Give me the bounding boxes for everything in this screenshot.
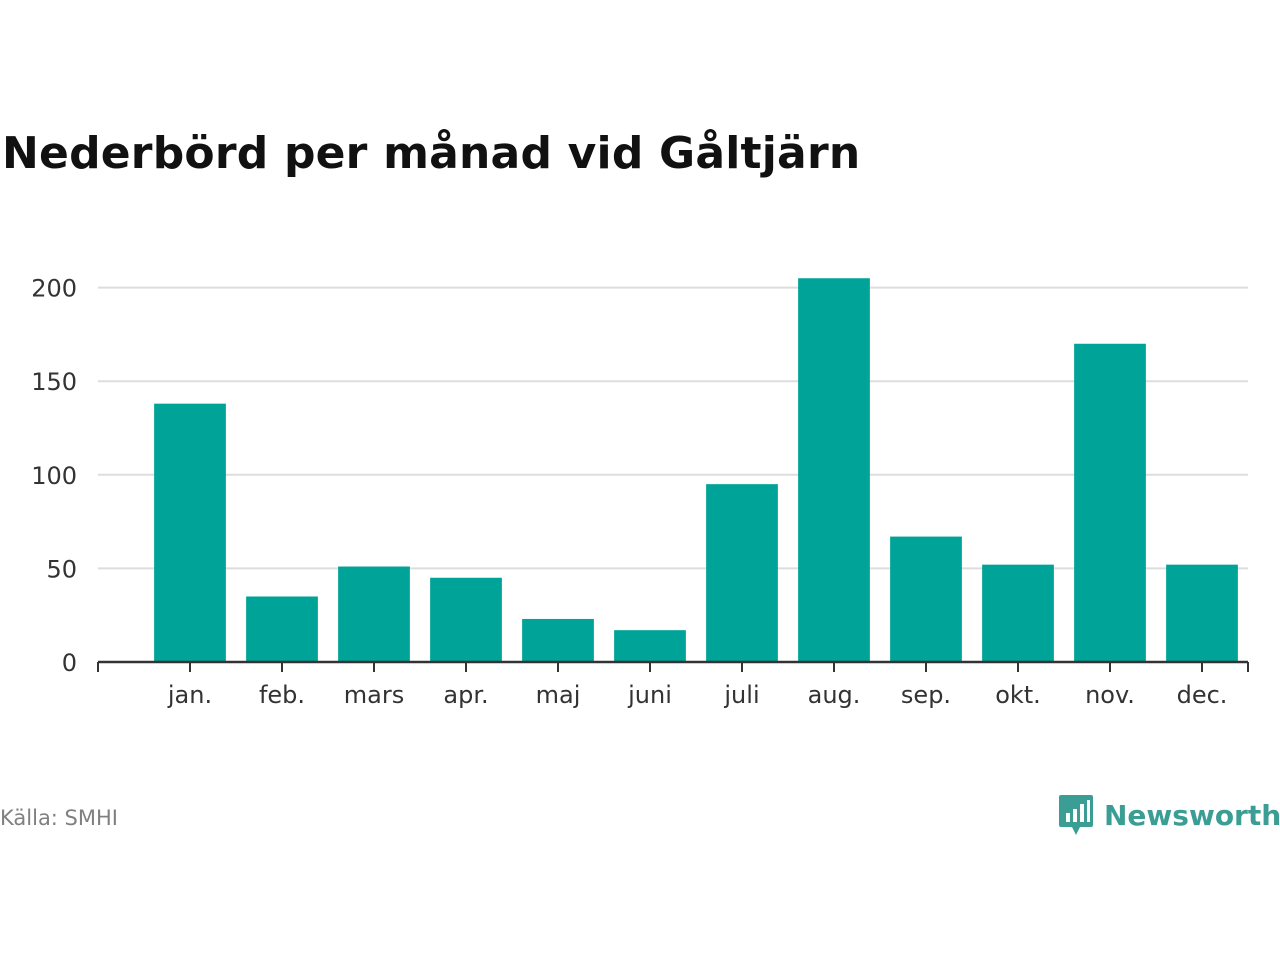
y-tick-label: 100: [31, 462, 77, 490]
source-note: Källa: SMHI: [0, 806, 118, 830]
gridlines: [98, 286, 1248, 570]
brand-logo: Newsworthy: [1058, 792, 1280, 838]
bar: [1166, 564, 1238, 662]
x-tick-label: okt.: [995, 681, 1041, 709]
bar: [706, 484, 778, 662]
x-tick-label: dec.: [1177, 681, 1228, 709]
chart-title: Nederbörd per månad vid Gåltjärn: [2, 128, 861, 179]
newsworthy-logo-icon: [1059, 795, 1093, 835]
y-tick-labels: 0 50 100 150 200: [31, 275, 77, 677]
bar: [154, 403, 226, 662]
y-tick-label: 150: [31, 368, 77, 396]
bar: [1074, 343, 1146, 662]
x-tick-labels: jan. feb. mars apr. maj juni juli aug. sep. okt. n…: [167, 681, 1228, 709]
bar: [614, 630, 686, 662]
x-tick-label: jan.: [167, 681, 212, 709]
x-tick-label: juni: [627, 681, 672, 709]
bar: [430, 577, 502, 662]
x-tick-label: juli: [723, 681, 759, 709]
x-tick-label: nov.: [1085, 681, 1135, 709]
x-tick-label: aug.: [808, 681, 861, 709]
y-tick-label: 50: [46, 555, 77, 583]
bar: [338, 566, 410, 662]
bars: [154, 278, 1238, 662]
brand-name: Newsworthy: [1104, 798, 1280, 832]
bar: [246, 596, 318, 662]
x-tick-label: mars: [344, 681, 404, 709]
x-tick-label: feb.: [259, 681, 305, 709]
bar: [522, 618, 594, 662]
y-tick-label: 0: [62, 649, 77, 677]
y-tick-label: 200: [31, 275, 77, 303]
x-tick-label: maj: [536, 681, 581, 709]
bar: [798, 278, 870, 662]
x-tick-label: apr.: [443, 681, 488, 709]
x-axis: [97, 660, 1249, 672]
bar: [890, 536, 962, 662]
bar: [982, 564, 1054, 662]
x-tick-label: sep.: [901, 681, 951, 709]
